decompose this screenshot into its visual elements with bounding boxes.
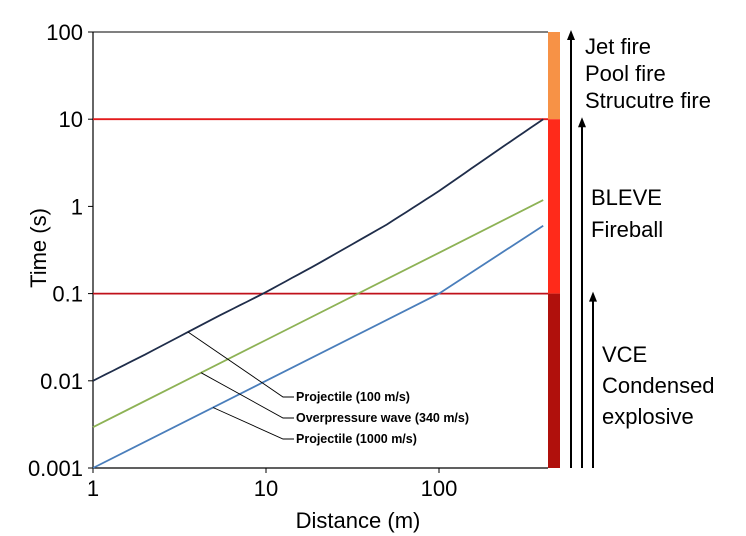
y-axis-title: Time (s) [26, 208, 51, 288]
x-tick-label: 10 [254, 476, 278, 501]
side-band-label: explosive [602, 404, 694, 429]
y-tick-label: 0.001 [28, 456, 83, 481]
side-band-label: Condensed [602, 373, 715, 398]
x-tick-label: 1 [87, 476, 99, 501]
y-tick-label: 0.01 [40, 369, 83, 394]
series-annotation-label: Overpressure wave (340 m/s) [296, 411, 469, 425]
side-band-label: BLEVE [591, 185, 662, 210]
series-line-0 [92, 118, 544, 382]
side-band-1 [548, 119, 560, 294]
side-band-label: VCE [602, 342, 647, 367]
side-band-0 [548, 32, 560, 120]
series-line-1 [92, 199, 544, 429]
span-arrowhead-1 [578, 117, 586, 128]
annotation-leader-0 [187, 331, 294, 398]
series-line-2 [92, 224, 544, 469]
y-tick-label: 1 [71, 194, 83, 219]
y-tick-label: 100 [46, 20, 83, 45]
annotation-leader-1 [200, 372, 294, 419]
series-annotation-label: Projectile (1000 m/s) [296, 432, 417, 446]
span-arrowhead-2 [589, 291, 597, 302]
plot-frame [92, 31, 548, 469]
span-arrowhead-0 [567, 30, 575, 40]
series-annotation-label: Projectile (100 m/s) [296, 390, 410, 404]
x-axis-title: Distance (m) [296, 508, 421, 533]
side-arrows [567, 30, 597, 468]
side-band-label: Pool fire [585, 61, 666, 86]
y-tick-label: 0.1 [52, 282, 83, 307]
annotation-leader-2 [212, 407, 294, 440]
threshold-lines [93, 118, 548, 295]
side-bands [548, 32, 560, 468]
side-band-label: Strucutre fire [585, 88, 711, 113]
side-band-label: Fireball [591, 217, 663, 242]
x-tick-label: 100 [421, 476, 458, 501]
side-band-2 [548, 293, 560, 468]
y-tick-label: 10 [59, 107, 83, 132]
side-band-label: Jet fire [585, 34, 651, 59]
ticks: 0.001 0.01 0.1 1 10 100 1 10 100 [28, 20, 457, 501]
series-annotations: Projectile (100 m/s) Overpressure wave (3… [187, 331, 469, 446]
series-layer [92, 118, 544, 469]
